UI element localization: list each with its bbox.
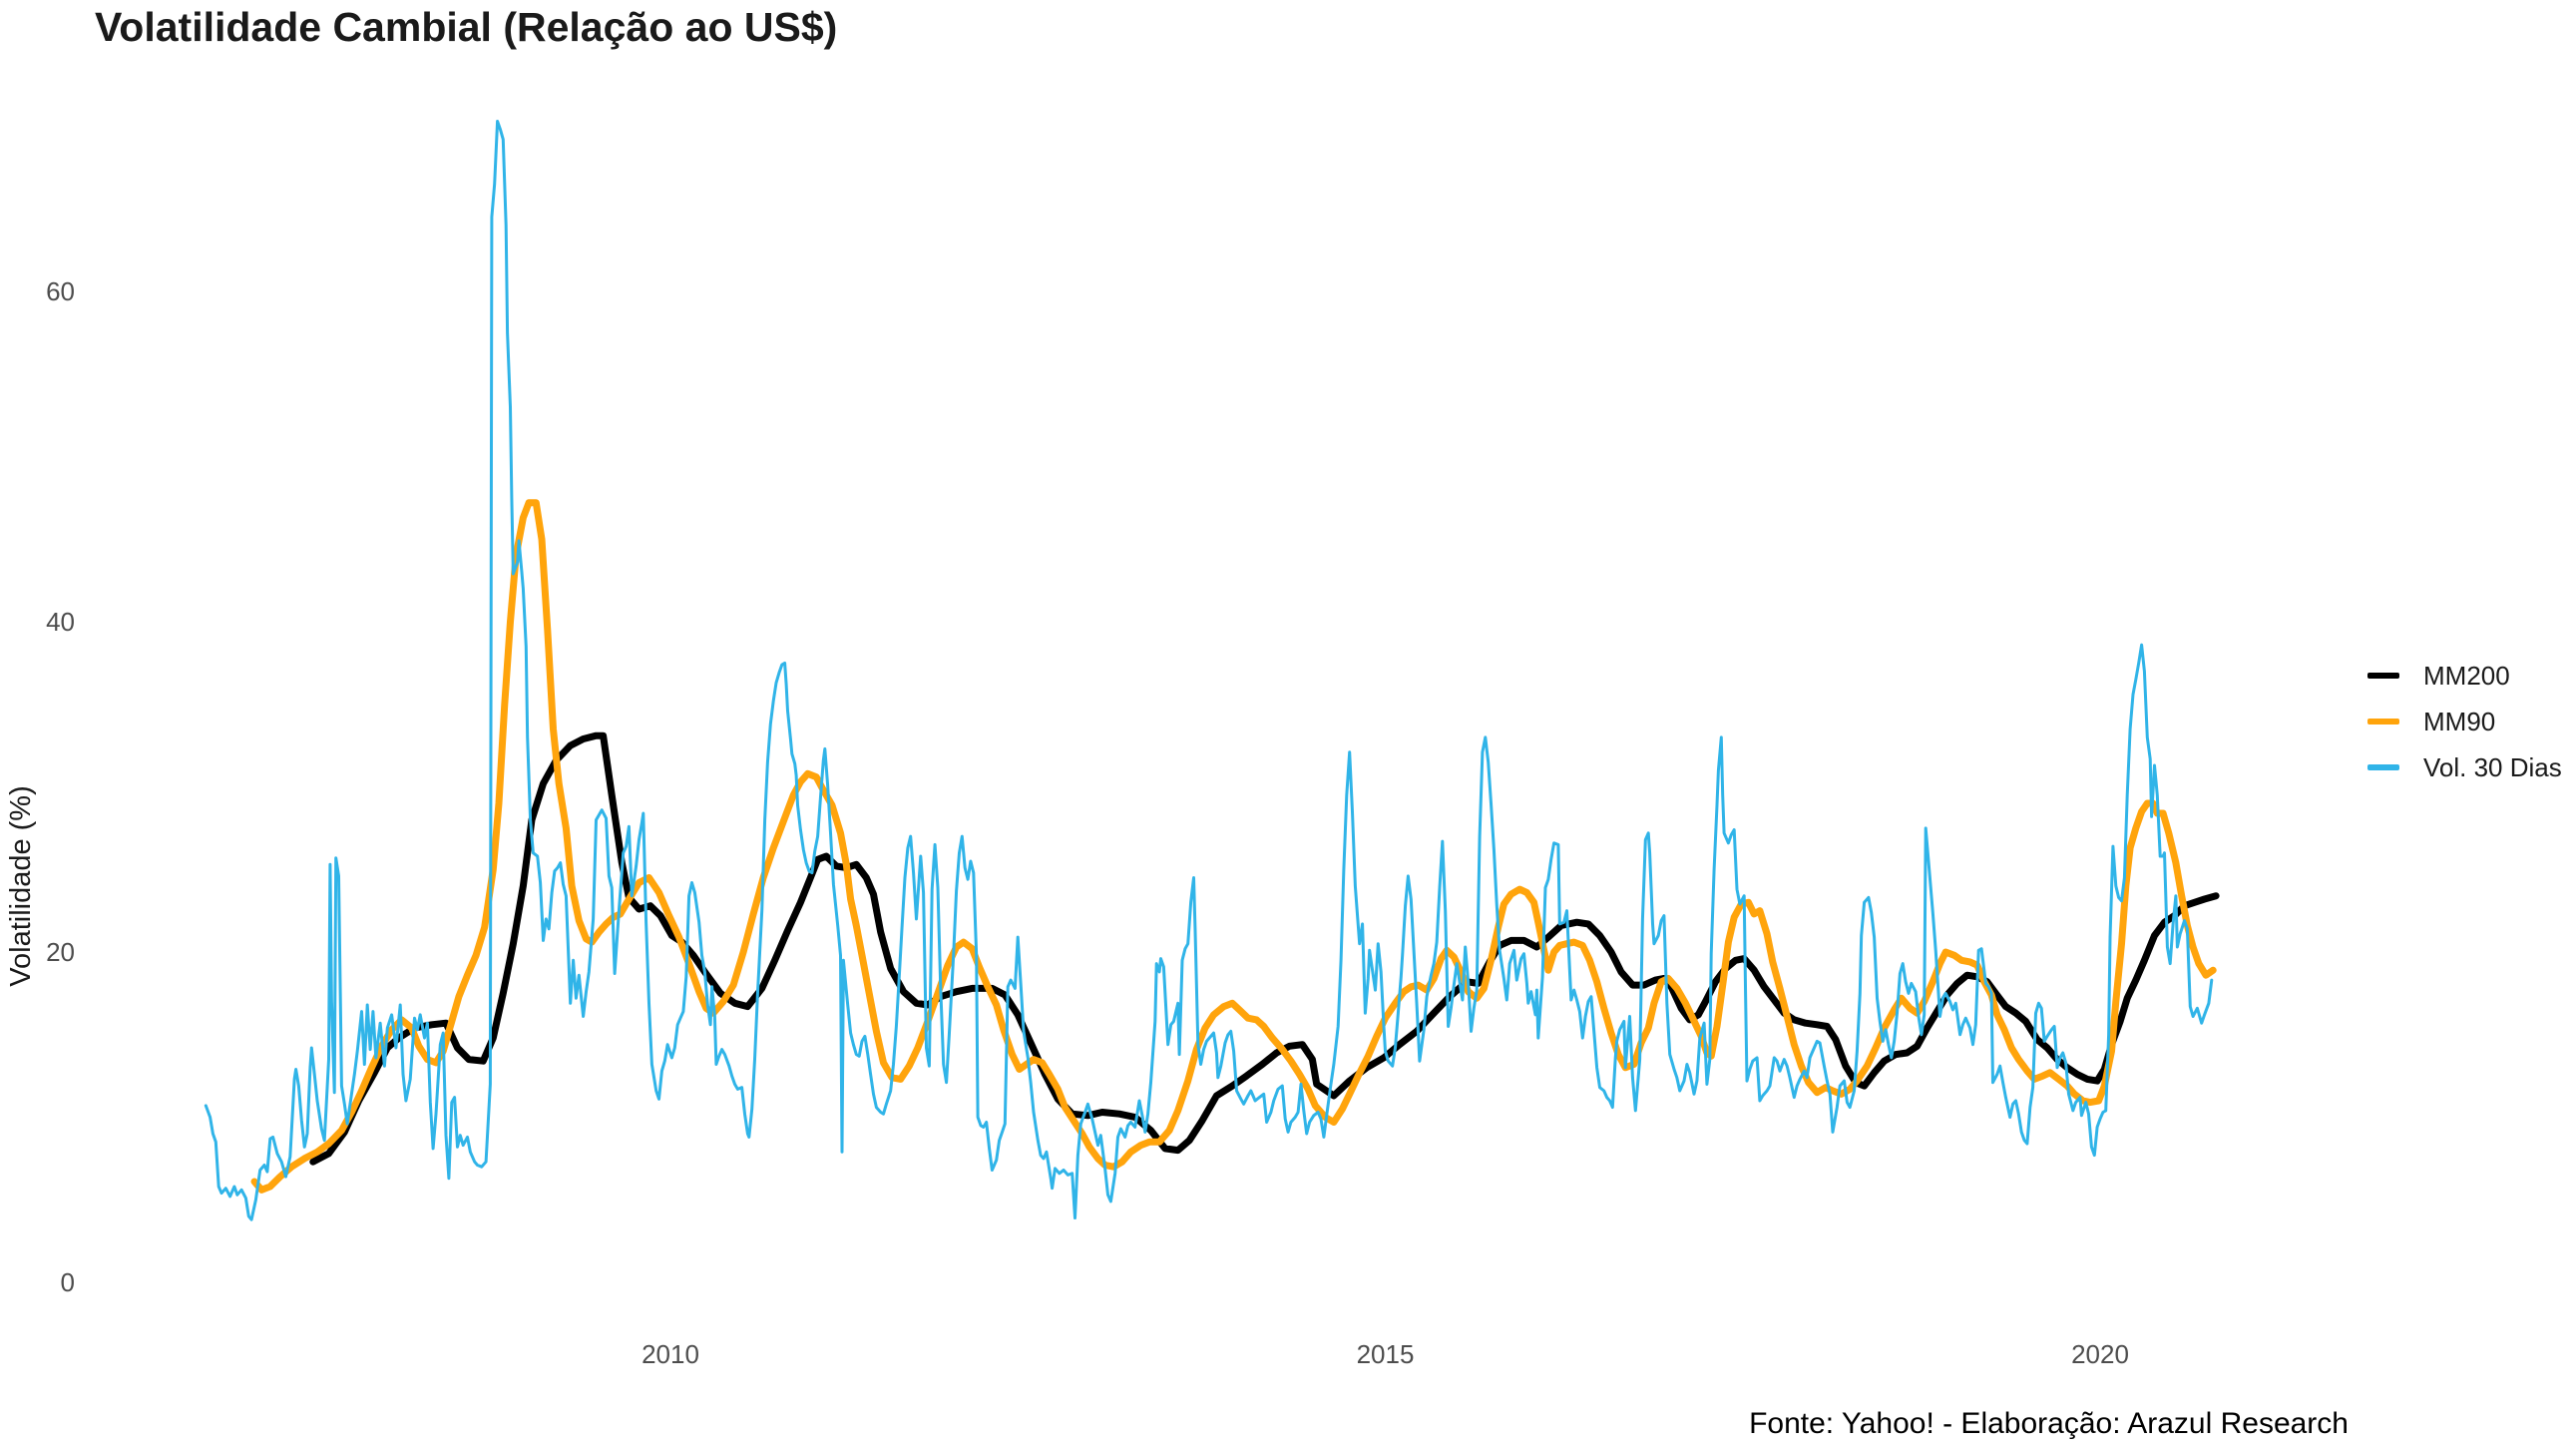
x-axis-tick-label: 2020 bbox=[2071, 1339, 2129, 1369]
series-line-mm200 bbox=[309, 731, 2220, 1166]
x-axis-tick-label: 2015 bbox=[1357, 1339, 1415, 1369]
legend-item-mm200: MM200 bbox=[2367, 653, 2562, 699]
legend-item-vol-30-dias: Vol. 30 Dias bbox=[2367, 744, 2562, 790]
series-line-mm90 bbox=[250, 499, 2217, 1194]
y-axis-tick-label: 40 bbox=[46, 607, 75, 637]
legend-label-mm200: MM200 bbox=[2423, 660, 2510, 691]
legend-swatch-mm200 bbox=[2367, 673, 2399, 679]
y-axis-tick-label: 20 bbox=[46, 937, 75, 967]
legend-item-mm90: MM90 bbox=[2367, 699, 2562, 744]
legend: MM200 MM90 Vol. 30 Dias bbox=[2367, 653, 2562, 790]
x-axis-tick-label: 2010 bbox=[642, 1339, 699, 1369]
y-axis-title: Volatilidade (%) bbox=[5, 785, 37, 987]
series-line-vol-30-dias bbox=[204, 120, 2214, 1221]
legend-swatch-vol-30-dias bbox=[2367, 764, 2399, 770]
chart-title: Volatilidade Cambial (Relação ao US$) bbox=[95, 4, 838, 50]
legend-swatch-mm90 bbox=[2367, 719, 2399, 725]
legend-label-mm90: MM90 bbox=[2423, 706, 2496, 736]
footer-credit: Fonte: Yahoo! - Elaboração: Arazul Resea… bbox=[1749, 1407, 2349, 1440]
y-axis-tick-label: 0 bbox=[61, 1267, 75, 1297]
y-axis-tick-label: 60 bbox=[46, 276, 75, 306]
legend-label-vol-30-dias: Vol. 30 Dias bbox=[2423, 751, 2562, 782]
